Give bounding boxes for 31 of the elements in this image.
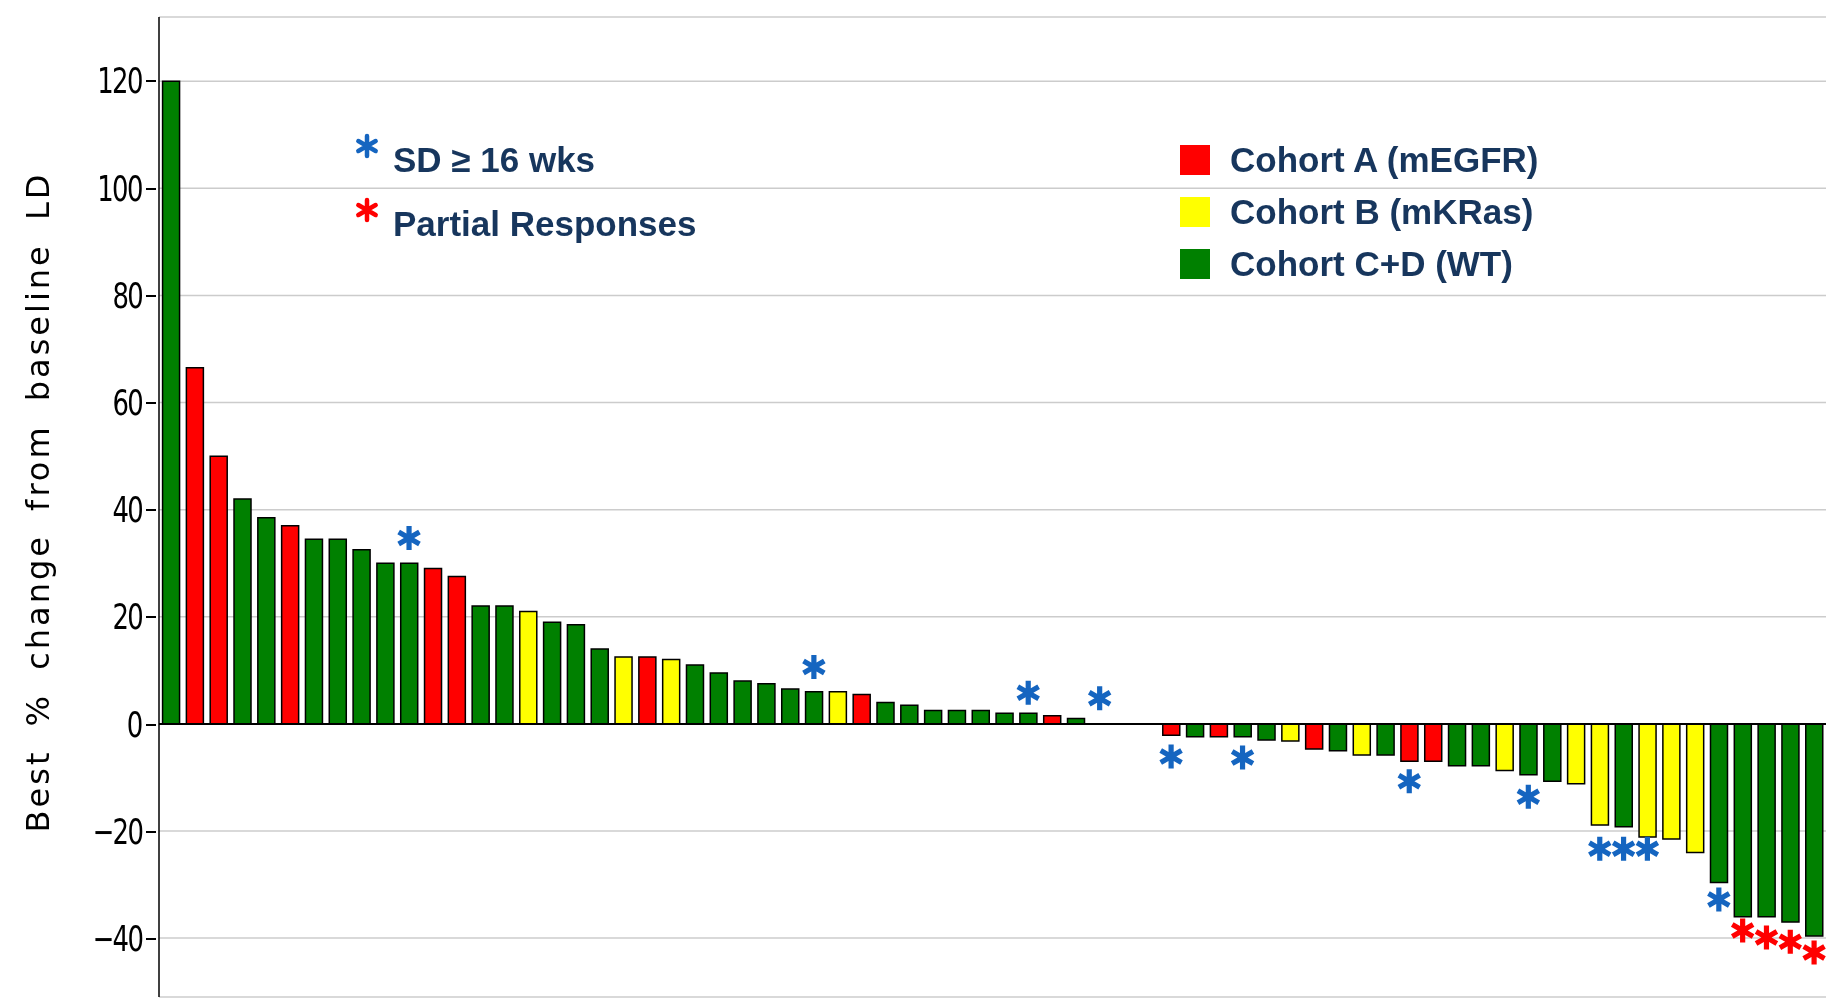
legend-label: Cohort C+D (WT) [1230,243,1513,285]
point [1707,887,1731,912]
legend-label: Cohort B (mKRas) [1230,191,1534,233]
point [1016,680,1040,705]
point [1611,836,1636,861]
point [1588,836,1612,861]
y-tick-label: −40 [92,917,142,962]
y-tick-label: −20 [92,809,142,854]
legend-label: Cohort A (mEGFR) [1230,139,1539,181]
y-tick-label: 100 [97,166,142,211]
y-tick-label: 60 [112,380,142,425]
y-tick-label: 0 [127,702,142,747]
y-tick-label: 80 [112,273,142,318]
point [1230,745,1255,770]
point [1159,744,1183,769]
point [1802,940,1826,965]
point [1778,929,1802,954]
point [1087,686,1112,711]
point [1730,918,1755,943]
legend-label: SD ≥ 16 wks [393,139,596,181]
point [1516,784,1541,809]
point [802,655,826,680]
legend-label: Partial Responses [393,203,697,245]
y-tick-label: 120 [97,59,142,104]
y-axis-title: Best % change from baseline LD [19,171,57,833]
y-tick-label: 40 [112,488,142,533]
point [1635,836,1660,861]
point [397,526,421,551]
y-tick-label: 20 [112,595,142,640]
point [1754,925,1779,950]
point [1397,769,1421,794]
